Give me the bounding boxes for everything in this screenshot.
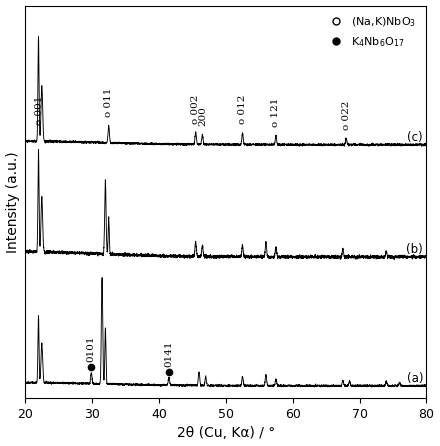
Text: 200: 200 [198,106,207,126]
Text: 0101: 0101 [87,335,96,362]
Text: 0141: 0141 [165,340,173,367]
Text: (b): (b) [407,243,423,256]
X-axis label: 2θ (Cu, Kα) / °: 2θ (Cu, Kα) / ° [176,426,275,441]
Text: o 012: o 012 [238,95,247,124]
Text: o 022: o 022 [342,101,351,130]
Text: o 121: o 121 [271,98,280,128]
Text: (a): (a) [407,372,423,384]
Y-axis label: Intensity (a.u.): Intensity (a.u.) [6,151,19,253]
Text: o 011: o 011 [104,87,113,117]
Legend: (Na,K)NbO$_3$, K$_4$Nb$_6$O$_{17}$: (Na,K)NbO$_3$, K$_4$Nb$_6$O$_{17}$ [320,11,421,53]
Text: o 001: o 001 [35,96,44,125]
Text: (c): (c) [407,131,423,144]
Text: o 002: o 002 [191,94,200,124]
